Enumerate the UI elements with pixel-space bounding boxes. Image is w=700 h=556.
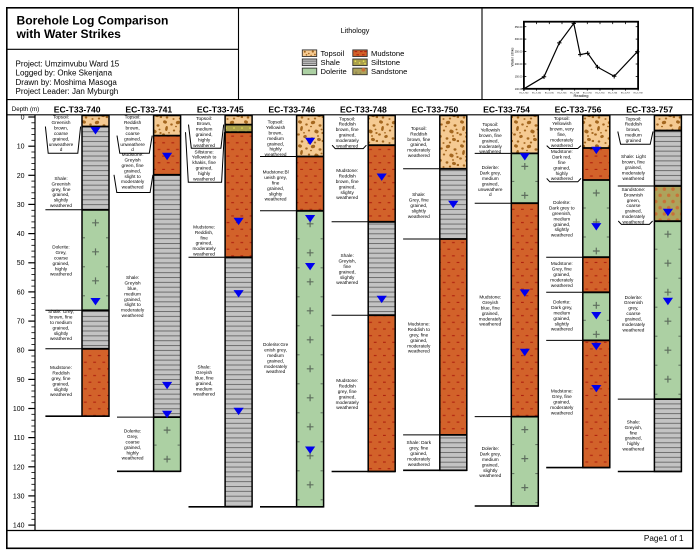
svg-text:EC-T33-750: EC-T33-750 [411, 105, 458, 115]
svg-text:250.00: 250.00 [515, 51, 523, 54]
svg-text:Shale: Shale [321, 58, 340, 67]
svg-text:350.00: 350.00 [515, 26, 523, 29]
svg-text:EC-T-746: EC-T-746 [558, 92, 568, 94]
svg-text:Depth (m): Depth (m) [12, 106, 40, 113]
svg-text:EC-T33-745: EC-T33-745 [197, 105, 244, 115]
svg-text:with Water Strikes: with Water Strikes [16, 27, 122, 41]
svg-text:EC-T-740: EC-T-740 [519, 92, 529, 94]
svg-text:EC-T33-741: EC-T33-741 [125, 105, 172, 115]
svg-text:300.00: 300.00 [515, 38, 523, 41]
svg-text:Borehole Log Comparison: Borehole Log Comparison [17, 14, 169, 28]
svg-text:EC-T33-756: EC-T33-756 [555, 105, 602, 115]
svg-text:EC-T-756: EC-T-756 [608, 92, 618, 94]
svg-text:90: 90 [17, 377, 25, 384]
svg-text:Mudstone: Mudstone [371, 49, 404, 58]
svg-text:Page1 of 1: Page1 of 1 [644, 534, 684, 543]
svg-text:Sandstone: Sandstone [371, 67, 407, 76]
svg-text:EC-T-741: EC-T-741 [532, 92, 542, 94]
svg-text:50: 50 [17, 260, 25, 267]
svg-text:EC-T33-748: EC-T33-748 [340, 105, 387, 115]
svg-text:Lithology: Lithology [341, 26, 370, 35]
svg-text:EC-T33-746: EC-T33-746 [268, 105, 315, 115]
svg-text:Reading: Reading [574, 93, 589, 98]
svg-text:EC-T-757: EC-T-757 [621, 92, 631, 94]
svg-text:100.00: 100.00 [515, 88, 523, 91]
svg-text:30: 30 [17, 202, 25, 209]
svg-text:0: 0 [21, 115, 25, 122]
svg-text:Topsoil: Topsoil [321, 49, 345, 58]
svg-text:Dolerite: Dolerite [321, 67, 347, 76]
svg-text:Logged by: Onke Skenjana: Logged by: Onke Skenjana [16, 69, 113, 78]
svg-text:Project: Umzimvubu Ward 15: Project: Umzimvubu Ward 15 [16, 59, 120, 68]
svg-text:10: 10 [17, 144, 25, 151]
svg-text:60: 60 [17, 289, 25, 296]
svg-text:120: 120 [13, 464, 25, 471]
svg-text:EC-T-748: EC-T-748 [570, 92, 580, 94]
svg-text:Project Leader: Jan Myburgh: Project Leader: Jan Myburgh [16, 87, 119, 96]
svg-text:EC-T-754: EC-T-754 [596, 92, 606, 94]
svg-text:EC-T33-740: EC-T33-740 [54, 105, 101, 115]
svg-text:80: 80 [17, 348, 25, 355]
svg-text:110: 110 [13, 435, 24, 442]
svg-text:Drawn by: Moshima Masoga: Drawn by: Moshima Masoga [16, 78, 118, 87]
svg-text:EC-T33-757: EC-T33-757 [626, 105, 673, 115]
svg-text:140: 140 [13, 523, 25, 530]
svg-text:EC-T-745: EC-T-745 [545, 92, 555, 94]
svg-text:EC-T-758: EC-T-758 [634, 92, 644, 94]
svg-text:20: 20 [17, 173, 25, 180]
svg-text:100: 100 [13, 406, 25, 413]
svg-text:Siltstone: Siltstone [371, 58, 400, 67]
svg-text:40: 40 [17, 231, 25, 238]
svg-text:130: 130 [13, 493, 25, 500]
svg-text:Water strike: Water strike [511, 47, 515, 66]
svg-text:70: 70 [17, 319, 25, 326]
svg-text:150.00: 150.00 [515, 76, 523, 79]
svg-text:200.00: 200.00 [515, 63, 523, 66]
svg-text:EC-T-750: EC-T-750 [583, 92, 593, 94]
svg-text:EC-T33-754: EC-T33-754 [483, 105, 530, 115]
